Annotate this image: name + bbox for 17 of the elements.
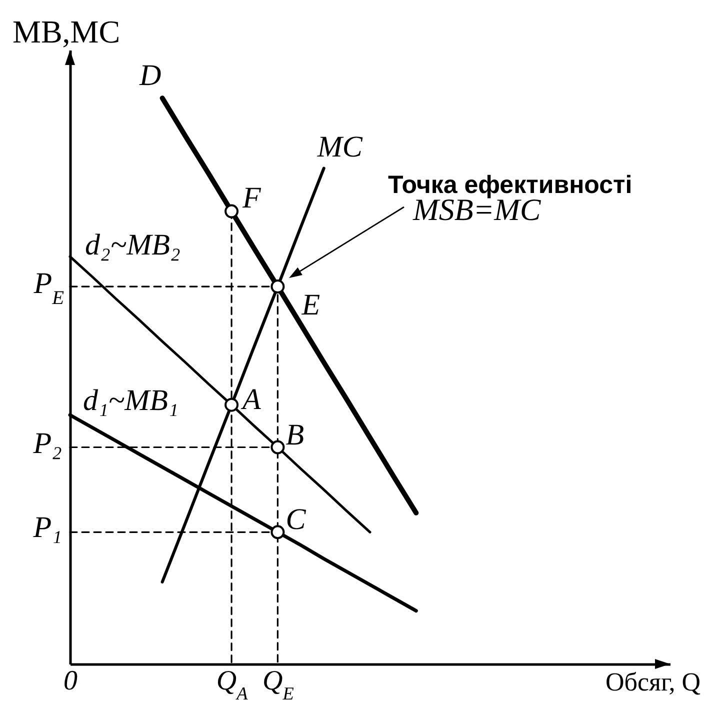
annotation: E	[300, 288, 320, 322]
series-label: d₂~MB₂	[85, 228, 180, 262]
series-label: MC	[316, 130, 364, 164]
text: P$_{E}$	[32, 267, 64, 308]
legend-label: D	[138, 59, 162, 92]
y-axis-title: MB,MC	[12, 14, 120, 50]
x-tick-label: 0	[64, 666, 78, 696]
annotation: A	[240, 382, 262, 416]
text: P₂	[32, 427, 62, 460]
series-label: d₁~MB₁	[83, 384, 178, 418]
annotation: B	[286, 418, 304, 452]
x-tick-label: Q$_{E}$	[262, 666, 294, 702]
text: P₁	[32, 511, 62, 544]
x-axis-title: Обсяг, Q	[605, 668, 701, 696]
x-tick-label: Q$_{A}$	[216, 666, 249, 702]
annotation: C	[286, 503, 307, 536]
annotation: F	[242, 181, 262, 214]
